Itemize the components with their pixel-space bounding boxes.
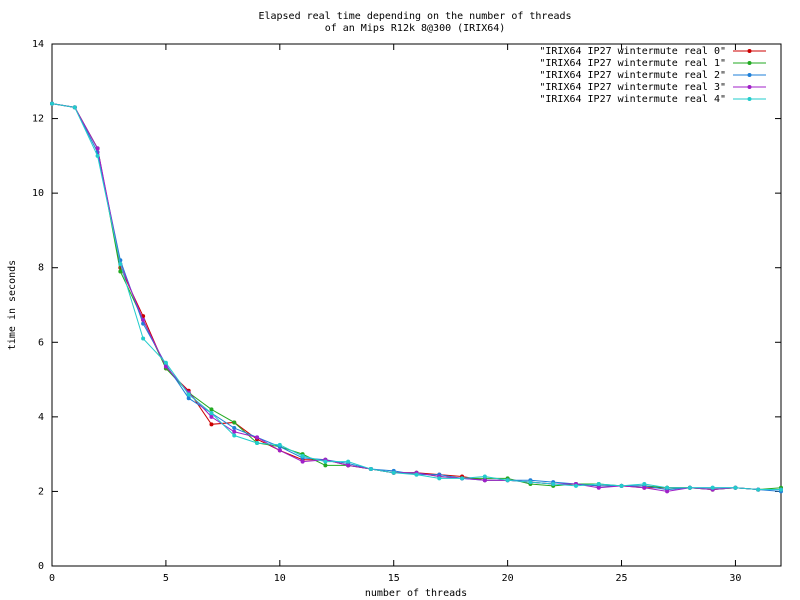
data-point — [232, 420, 237, 425]
chart-title: of an Mips R12k 8@300 (IRIX64) — [325, 23, 506, 34]
x-tick-label: 30 — [729, 573, 741, 584]
series-line — [51, 103, 782, 492]
data-point — [255, 440, 260, 445]
data-point — [482, 474, 487, 479]
legend-label: "IRIX64 IP27 wintermute real 4" — [539, 94, 726, 105]
data-point — [72, 105, 77, 110]
data-point — [596, 485, 601, 490]
data-point — [323, 459, 328, 464]
legend-marker — [747, 85, 752, 89]
data-point — [346, 463, 351, 468]
data-point — [95, 146, 100, 151]
x-tick-label: 25 — [616, 573, 628, 584]
y-tick-label: 6 — [38, 337, 44, 348]
data-point — [232, 429, 237, 434]
legend-label: "IRIX64 IP27 wintermute real 2" — [539, 70, 726, 81]
series-line — [51, 103, 782, 491]
x-tick-label: 15 — [388, 573, 400, 584]
x-tick-label: 10 — [274, 573, 286, 584]
data-point — [346, 459, 351, 464]
data-point — [232, 426, 237, 431]
data-point — [551, 481, 556, 486]
data-point — [209, 407, 214, 412]
y-tick-label: 0 — [38, 561, 44, 572]
legend-marker — [747, 73, 752, 77]
y-tick-label: 12 — [32, 114, 44, 125]
data-point — [163, 360, 168, 365]
y-tick-label: 2 — [38, 486, 44, 497]
data-point — [573, 483, 578, 488]
data-point — [665, 485, 670, 490]
data-point — [414, 472, 419, 477]
y-tick-label: 14 — [32, 39, 44, 50]
data-point — [186, 396, 191, 401]
series-line — [51, 103, 781, 491]
data-point — [391, 470, 396, 475]
data-point — [209, 414, 214, 419]
data-point — [460, 476, 465, 481]
data-point — [209, 411, 214, 416]
x-tick-label: 20 — [502, 573, 514, 584]
data-point — [163, 364, 168, 369]
data-point — [323, 463, 328, 468]
y-axis-label: time in seconds — [7, 260, 18, 350]
legend-marker — [747, 49, 752, 53]
chart-title: Elapsed real time depending on the numbe… — [258, 11, 571, 22]
data-point — [95, 153, 100, 158]
x-axis-label: number of threads — [365, 588, 467, 599]
data-point — [642, 481, 647, 486]
data-point — [255, 435, 260, 440]
x-tick-label: 0 — [49, 573, 55, 584]
data-point — [141, 317, 146, 322]
data-point — [756, 487, 761, 492]
data-point — [779, 487, 783, 492]
data-point — [596, 481, 601, 486]
data-point — [482, 478, 487, 483]
data-point — [642, 485, 647, 490]
data-point — [118, 261, 123, 266]
data-point — [186, 392, 191, 397]
data-point — [300, 459, 305, 464]
data-point — [505, 478, 510, 483]
data-point — [733, 485, 738, 490]
data-point — [665, 489, 670, 494]
data-point — [710, 485, 715, 490]
data-point — [141, 336, 146, 341]
data-point — [437, 476, 442, 481]
data-point — [687, 485, 692, 490]
legend-marker — [747, 97, 752, 101]
y-tick-label: 4 — [38, 412, 44, 423]
data-point — [368, 467, 373, 472]
legend-label: "IRIX64 IP27 wintermute real 0" — [539, 46, 726, 57]
series-line — [51, 103, 781, 491]
data-point — [277, 442, 282, 447]
data-point — [232, 433, 237, 438]
data-point — [118, 269, 123, 274]
x-tick-label: 5 — [163, 573, 169, 584]
data-point — [209, 422, 214, 427]
legend-label: "IRIX64 IP27 wintermute real 1" — [539, 58, 726, 69]
y-tick-label: 10 — [32, 188, 44, 199]
y-tick-label: 8 — [38, 263, 44, 274]
legend-marker — [747, 61, 752, 65]
data-point — [50, 101, 54, 106]
data-point — [300, 454, 305, 459]
data-point — [528, 480, 533, 485]
series-line — [51, 103, 781, 492]
legend-label: "IRIX64 IP27 wintermute real 3" — [539, 82, 726, 93]
data-point — [619, 483, 624, 488]
data-point — [277, 448, 282, 453]
plot-frame — [51, 43, 782, 567]
